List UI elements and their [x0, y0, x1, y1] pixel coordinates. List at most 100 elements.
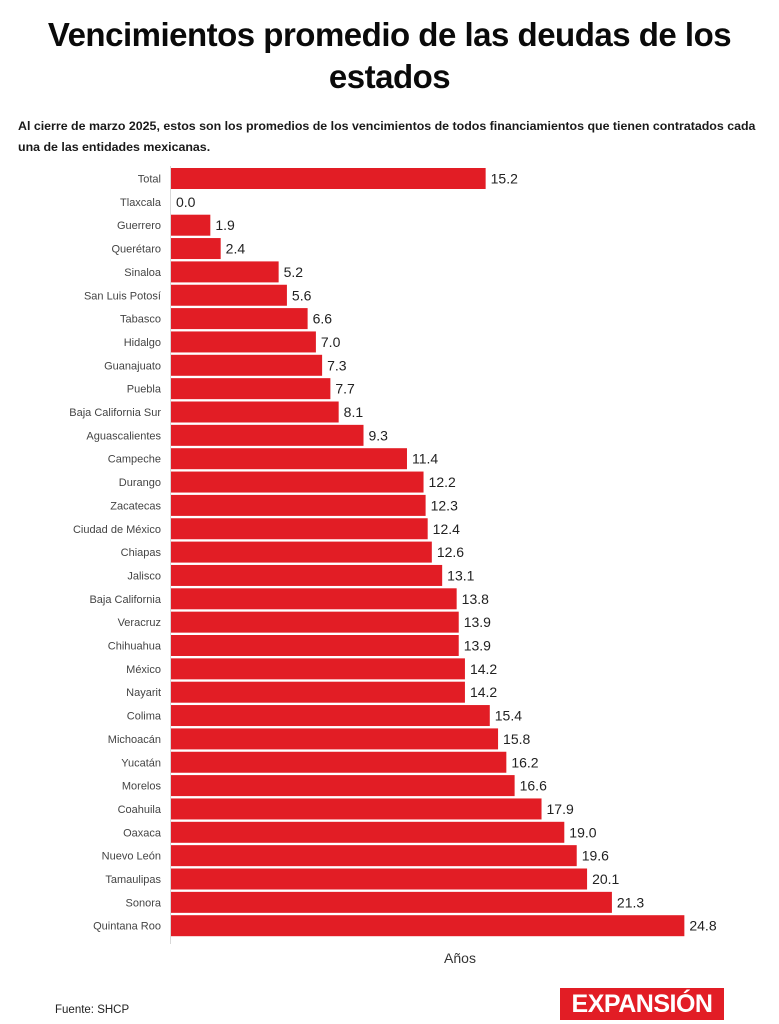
- bar: [171, 378, 331, 400]
- category-label: Chihuahua: [108, 641, 162, 653]
- bar: [171, 868, 588, 890]
- value-label: 21.3: [617, 894, 644, 910]
- value-label: 13.1: [447, 567, 474, 583]
- value-label: 14.2: [470, 661, 497, 677]
- bar: [171, 728, 499, 750]
- bar: [171, 401, 339, 423]
- bar: [171, 168, 486, 189]
- value-label: 8.1: [344, 404, 364, 420]
- bar: [171, 238, 221, 260]
- bar-row: Morelos 16.6: [122, 775, 547, 797]
- value-label: 7.7: [335, 381, 355, 397]
- bar-row: Tlaxcala 0.0: [120, 194, 196, 210]
- category-label: Nayarit: [126, 687, 161, 699]
- category-label: Campeche: [108, 454, 161, 466]
- value-label: 15.8: [503, 731, 530, 747]
- chart-title: Vencimientos promedio de las deudas de l…: [0, 14, 779, 98]
- bar: [171, 635, 459, 656]
- category-label: Ciudad de México: [73, 524, 161, 536]
- bar-row: México 14.2: [126, 658, 497, 680]
- chart-subtitle: Al cierre de marzo 2025, estos son los p…: [18, 119, 756, 154]
- bar-row: Nayarit 14.2: [126, 681, 497, 703]
- category-label: Jalisco: [127, 570, 161, 582]
- category-label: Guerrero: [117, 220, 161, 232]
- bar-row: Jalisco 13.1: [127, 564, 475, 586]
- bar-row: Nuevo León 19.6: [102, 845, 609, 867]
- bar-row: Chihuahua 13.9: [108, 635, 491, 656]
- value-label: 11.4: [412, 451, 438, 467]
- bar-row: Yucatán 16.2: [121, 751, 539, 773]
- bar-row: Chiapas 12.6: [121, 541, 464, 563]
- category-label: Total: [138, 174, 161, 186]
- bar-row: Baja California 13.8: [89, 588, 489, 610]
- value-label: 24.8: [689, 918, 716, 934]
- bar: [171, 611, 459, 633]
- value-label: 7.3: [327, 357, 347, 373]
- category-label: Veracruz: [118, 617, 161, 629]
- source-note: Fuente: SHCP: [55, 1004, 130, 1016]
- value-label: 7.0: [321, 334, 341, 350]
- bar: [171, 705, 490, 727]
- category-label: Durango: [119, 477, 161, 489]
- category-label: Sonora: [126, 897, 162, 909]
- bar: [171, 471, 424, 493]
- bar: [171, 821, 565, 843]
- bar-row: Campeche 11.4: [108, 448, 438, 470]
- value-label: 5.2: [284, 264, 304, 280]
- value-label: 15.4: [495, 708, 522, 724]
- bar-row: Total 15.2: [138, 168, 518, 189]
- category-label: Oaxaca: [123, 827, 162, 839]
- bar-row: Baja California Sur 8.1: [69, 401, 364, 423]
- bar: [171, 798, 542, 820]
- category-label: Tabasco: [120, 314, 161, 326]
- bar-row: Sinaloa 5.2: [124, 261, 304, 283]
- category-label: Puebla: [127, 384, 162, 396]
- value-label: 14.2: [470, 684, 497, 700]
- value-label: 5.6: [292, 287, 312, 303]
- category-label: México: [126, 664, 161, 676]
- bar: [171, 588, 457, 610]
- category-label: Baja California: [89, 594, 161, 606]
- category-label: Nuevo León: [102, 851, 161, 863]
- bar-row: Zacatecas 12.3: [110, 494, 458, 516]
- category-label: Guanajuato: [104, 360, 161, 372]
- bar-row: Aguascalientes 9.3: [86, 424, 388, 446]
- value-label: 12.3: [431, 497, 458, 513]
- bar: [171, 658, 465, 680]
- bar: [171, 261, 279, 283]
- bar: [171, 891, 612, 913]
- category-label: Sinaloa: [124, 267, 162, 279]
- value-label: 13.8: [462, 591, 489, 607]
- bar-row: Guanajuato 7.3: [104, 354, 347, 376]
- category-label: Baja California Sur: [69, 407, 161, 419]
- x-axis-title: Años: [444, 950, 476, 966]
- category-label: Zacatecas: [110, 500, 161, 512]
- value-label: 12.4: [433, 521, 460, 537]
- value-label: 16.2: [511, 754, 538, 770]
- bar: [171, 424, 364, 446]
- value-label: 13.9: [464, 614, 491, 630]
- chart-title-line-2: estados: [328, 58, 451, 95]
- category-label: Colima: [127, 711, 162, 723]
- bar: [171, 751, 507, 773]
- category-label: Quintana Roo: [93, 921, 161, 933]
- bar-row: Guerrero 1.9: [117, 214, 235, 236]
- bar: [171, 308, 308, 330]
- category-label: Yucatán: [121, 757, 161, 769]
- bar-row: Puebla 7.7: [127, 378, 355, 400]
- bar: [171, 494, 426, 516]
- value-label: 16.6: [520, 778, 547, 794]
- category-label: San Luis Potosí: [84, 290, 161, 302]
- value-label: 1.9: [215, 217, 235, 233]
- bar: [171, 775, 515, 797]
- value-label: 17.9: [547, 801, 574, 817]
- category-label: Hidalgo: [124, 337, 161, 349]
- value-label: 12.2: [429, 474, 456, 490]
- category-label: Tlaxcala: [120, 197, 162, 209]
- value-label: 6.6: [313, 311, 333, 327]
- category-label: Morelos: [122, 781, 162, 793]
- bar: [171, 331, 316, 353]
- bar-row: Veracruz 13.9: [118, 611, 491, 633]
- bar: [171, 354, 323, 376]
- bar-row: Querétaro 2.4: [111, 238, 245, 260]
